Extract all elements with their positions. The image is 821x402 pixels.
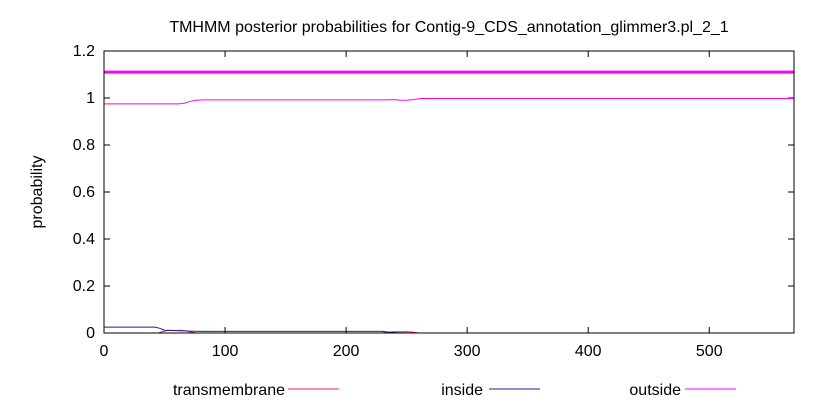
legend-label-transmembrane: transmembrane: [173, 382, 285, 399]
legend-label-inside: inside: [441, 382, 483, 399]
y-tick-label: 1: [86, 90, 95, 107]
x-tick-label: 300: [454, 343, 481, 360]
x-tick-label: 0: [100, 343, 109, 360]
y-axis-label: probability: [29, 156, 46, 229]
legend: transmembrane inside outside: [173, 382, 736, 399]
x-tick-label: 500: [696, 343, 723, 360]
series-line-inside: [104, 326, 794, 334]
chart-title: TMHMM posterior probabilities for Contig…: [169, 19, 728, 36]
y-tick-label: 0.4: [73, 231, 95, 248]
y-tick-label: 0.2: [73, 278, 95, 295]
y-tick-label: 0.6: [73, 184, 95, 201]
legend-label-outside: outside: [629, 382, 681, 399]
x-tick-label: 100: [212, 343, 239, 360]
y-tick-label: 0.8: [73, 137, 95, 154]
x-tick-label: 400: [575, 343, 602, 360]
series-line-outside: [104, 98, 794, 105]
y-tick-label: 1.2: [73, 43, 95, 60]
plot-area: 0 0.2 0.4 0.6 0.8 1 1.2 0 100 200 300 400 500: [73, 43, 794, 360]
x-tick-label: 200: [333, 343, 360, 360]
y-tick-label: 0: [86, 325, 95, 342]
plot-frame: [103, 50, 795, 334]
